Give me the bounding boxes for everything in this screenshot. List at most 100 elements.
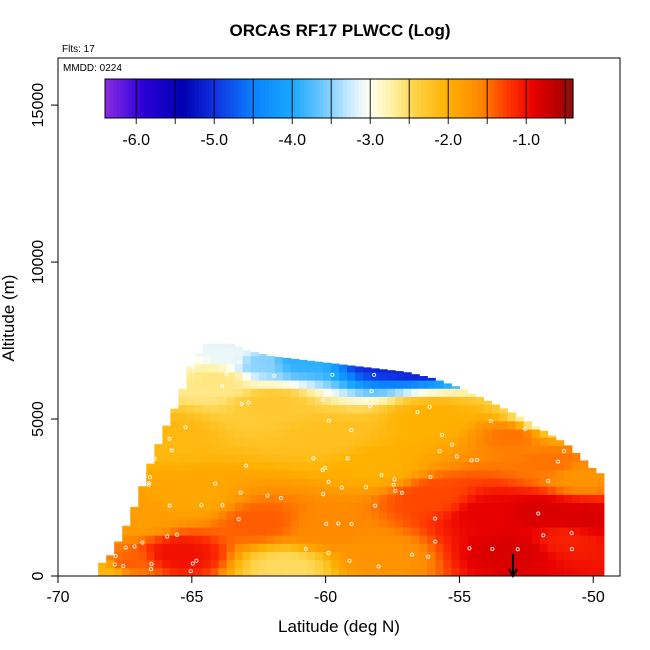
heatmap-cell (194, 437, 204, 446)
heatmap-cell (226, 527, 236, 536)
heatmap-cell (290, 535, 300, 544)
colorbar-segment (253, 79, 258, 118)
heatmap-cell (282, 486, 292, 495)
heatmap-cell (515, 494, 525, 504)
heatmap-cell (347, 437, 356, 446)
heatmap-cell (170, 502, 179, 512)
heatmap-cell (210, 551, 220, 561)
heatmap-cell (435, 518, 444, 528)
heatmap-cell (282, 469, 292, 479)
observation-point (169, 448, 174, 453)
heatmap-cell (274, 371, 284, 381)
heatmap-cell (403, 486, 412, 495)
heatmap-cell (371, 502, 380, 512)
heatmap-cell (363, 437, 372, 446)
heatmap-cell (555, 453, 565, 463)
heatmap-cell (218, 453, 228, 463)
heatmap-cell (347, 365, 356, 373)
heatmap-cell (595, 551, 605, 561)
heatmap-cell (411, 567, 420, 577)
heatmap-cell (242, 469, 252, 479)
heatmap-cell (475, 412, 485, 422)
heatmap-cell (499, 551, 509, 561)
heatmap-cell (443, 543, 452, 553)
observation-point (191, 365, 196, 370)
heatmap-cell (379, 486, 388, 495)
heatmap-cell (306, 502, 316, 512)
heatmap-cell (587, 469, 597, 479)
heatmap-cell (427, 494, 436, 504)
heatmap-cell (459, 518, 468, 528)
heatmap-cell (467, 437, 476, 446)
heatmap-cell (298, 371, 308, 381)
heatmap-cell (306, 388, 316, 397)
heatmap-cell (250, 510, 260, 520)
heatmap-cell (355, 527, 364, 536)
heatmap-cell (306, 478, 316, 487)
heatmap-cell (218, 494, 228, 504)
heatmap-cell (347, 543, 356, 553)
heatmap-cell (226, 567, 236, 577)
heatmap-cell (282, 518, 292, 528)
heatmap-cell (387, 396, 396, 406)
colorbar-segment (553, 79, 558, 118)
heatmap-cell (122, 535, 131, 544)
heatmap-cell (282, 412, 292, 422)
heatmap-cell (483, 469, 493, 479)
colorbar-segment (261, 79, 266, 118)
heatmap-cell (322, 461, 332, 471)
heatmap-cell (587, 559, 597, 569)
heatmap-cell (146, 559, 155, 569)
heatmap-cell (395, 559, 404, 569)
heatmap-cell (403, 396, 412, 406)
heatmap-cell (226, 363, 236, 373)
heatmap-cell (419, 543, 428, 553)
heatmap-cell (178, 478, 187, 487)
heatmap-cell (186, 453, 195, 463)
heatmap-cell (242, 445, 252, 455)
heatmap-cell (363, 412, 372, 422)
observation-point (123, 545, 128, 550)
observation-point (426, 554, 431, 559)
heatmap-cell (322, 420, 332, 430)
x-tick-label: -70 (46, 589, 69, 606)
heatmap-cell (475, 518, 485, 528)
heatmap-cell (427, 486, 436, 495)
heatmap-cell (170, 461, 179, 471)
heatmap-cell (154, 469, 163, 479)
heatmap-cell (282, 527, 292, 536)
heatmap-cell (355, 551, 364, 561)
heatmap-cell (218, 518, 228, 528)
heatmap-cell (154, 502, 163, 512)
heatmap-cell (515, 429, 525, 438)
heatmap-cell (162, 527, 171, 536)
heatmap-cell (379, 535, 388, 544)
observation-point (415, 410, 420, 415)
heatmap-cell (355, 429, 364, 438)
heatmap-cell (371, 437, 380, 446)
heatmap-cell (371, 527, 380, 536)
heatmap-cell (306, 396, 316, 406)
x-axis: -70 -65 -60 -55 -50 (46, 575, 605, 606)
heatmap-cell (290, 478, 300, 487)
heatmap-cell (523, 518, 533, 528)
heatmap-cell (186, 478, 195, 487)
colorbar-segment (444, 79, 449, 118)
heatmap-cell (595, 486, 605, 495)
heatmap-cell (443, 437, 452, 446)
heatmap-cell (290, 445, 300, 455)
heatmap-cell (282, 502, 292, 512)
heatmap-cell (242, 551, 252, 561)
heatmap-cell (242, 371, 252, 381)
heatmap-cell (475, 486, 485, 495)
heatmap-cell (587, 518, 597, 528)
heatmap-cell (138, 518, 147, 528)
heatmap-cell (363, 543, 372, 553)
heatmap-cell (555, 440, 565, 446)
observation-point (152, 456, 157, 461)
heatmap-cell (355, 510, 364, 520)
heatmap-cell (170, 412, 179, 422)
heatmap-cell (218, 343, 228, 348)
heatmap-cell (234, 478, 244, 487)
heatmap-cell (499, 437, 509, 446)
